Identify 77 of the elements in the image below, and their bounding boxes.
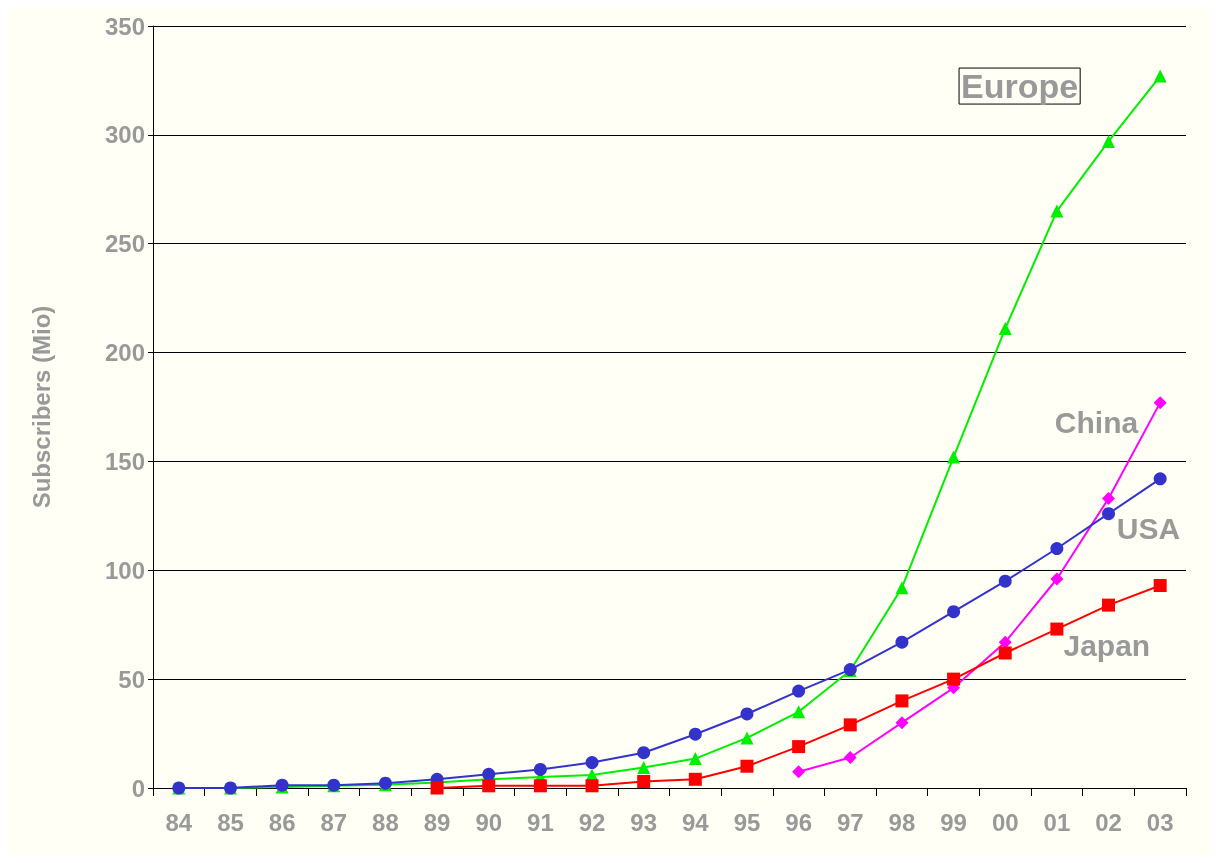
point [1050, 542, 1064, 556]
x-tick-label: 01 [1043, 808, 1071, 836]
y-tick-label: 300 [104, 121, 145, 149]
point [688, 727, 702, 741]
series-label: China [1054, 406, 1139, 440]
x-tick-label: 88 [372, 808, 399, 836]
x-tick-label: 03 [1146, 808, 1174, 836]
point [792, 684, 806, 698]
x-tick-label: 92 [578, 808, 606, 836]
y-tick-label: 250 [104, 230, 145, 258]
y-tick-label: 200 [104, 339, 145, 367]
x-tick-label: 00 [991, 808, 1019, 836]
point [585, 779, 599, 793]
point [637, 774, 651, 788]
point [947, 605, 961, 619]
y-tick-label: 100 [104, 556, 145, 584]
point [1102, 507, 1116, 521]
x-tick-label: 94 [681, 808, 710, 836]
point [947, 672, 961, 686]
point [637, 746, 651, 760]
y-tick-label: 50 [118, 665, 145, 693]
point [688, 752, 702, 766]
point [998, 646, 1012, 660]
point [1050, 204, 1064, 218]
point [1153, 396, 1167, 410]
point [998, 574, 1012, 588]
point [740, 731, 754, 745]
point [1153, 472, 1167, 486]
point [1102, 134, 1116, 148]
series-label: Japan [1063, 629, 1151, 663]
point [1153, 579, 1167, 593]
x-tick-label: 95 [733, 808, 761, 836]
series-label: USA [1116, 512, 1181, 546]
point [1102, 491, 1116, 505]
point [895, 581, 909, 595]
x-tick-label: 97 [836, 808, 864, 836]
x-tick-label: 90 [475, 808, 503, 836]
x-tick-label: 99 [940, 808, 967, 836]
point [792, 740, 806, 754]
x-tick-label: 84 [165, 808, 193, 836]
series-label: Europe [961, 67, 1079, 106]
point [998, 635, 1012, 649]
point [533, 763, 547, 776]
x-tick-label: 91 [527, 808, 554, 836]
x-tick-label: 87 [320, 808, 348, 836]
point [740, 759, 754, 773]
point [998, 322, 1012, 336]
x-tick-label: 85 [217, 808, 244, 836]
point [895, 694, 909, 708]
point [947, 450, 961, 464]
y-axis-title: Subscribers (Mio) [27, 305, 55, 509]
x-tick-label: 96 [785, 808, 812, 836]
y-tick-label: 150 [104, 447, 145, 475]
x-tick-label: 98 [888, 808, 916, 836]
point [792, 765, 806, 779]
y-tick-label: 0 [131, 774, 145, 802]
point [1050, 572, 1064, 586]
y-tick-label: 350 [104, 12, 145, 40]
point [637, 761, 651, 775]
x-tick-label: 02 [1095, 808, 1122, 836]
x-tick-label: 86 [268, 808, 296, 836]
point [895, 716, 909, 730]
point [1153, 69, 1167, 83]
point [843, 751, 857, 765]
point [1102, 598, 1116, 612]
point [740, 707, 754, 721]
point [895, 635, 909, 649]
point [430, 781, 444, 795]
point [1050, 622, 1064, 636]
point [482, 779, 496, 793]
point [843, 718, 857, 732]
point [792, 705, 806, 719]
point [585, 756, 599, 770]
x-tick-label: 93 [630, 808, 658, 836]
x-tick-label: 89 [423, 808, 451, 836]
point [533, 779, 547, 793]
point [688, 772, 702, 786]
